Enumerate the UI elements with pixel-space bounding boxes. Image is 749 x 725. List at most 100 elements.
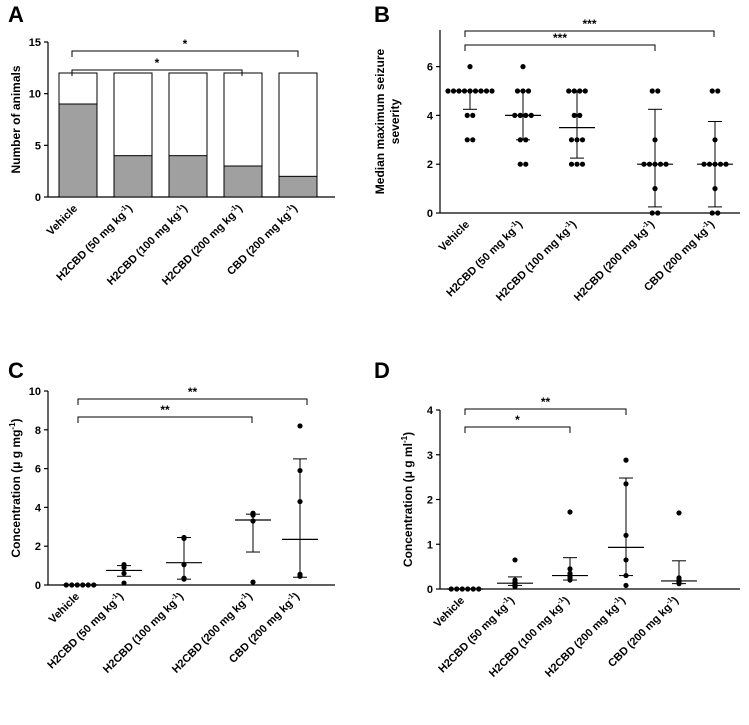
significance-bracket bbox=[464, 30, 715, 37]
significance-label: ** bbox=[541, 395, 551, 409]
y-axis-title-paren: ) bbox=[9, 418, 23, 422]
y-axis-title-prefix: Concentration ( bbox=[401, 478, 415, 567]
data-point bbox=[577, 112, 583, 118]
data-point bbox=[470, 112, 476, 118]
y-axis-title-unit: g mg bbox=[9, 430, 23, 462]
x-category-superscript: -1 bbox=[174, 204, 183, 213]
x-category-paren: ) bbox=[561, 594, 572, 605]
x-category-paren: ) bbox=[706, 218, 717, 229]
x-category-text: Vehicle bbox=[47, 591, 82, 626]
x-category-superscript: -1 bbox=[641, 220, 650, 229]
y-axis-title: Concentration (μ g mg-1) bbox=[8, 418, 23, 557]
y-tick-label: 3 bbox=[427, 450, 433, 462]
data-point bbox=[715, 210, 721, 216]
data-point bbox=[523, 161, 529, 167]
x-category-paren: ) bbox=[568, 218, 579, 229]
significance-label: *** bbox=[553, 31, 567, 45]
x-category-superscript: -1 bbox=[612, 596, 621, 605]
x-category-superscript: -1 bbox=[556, 596, 565, 605]
y-axis-title-line1: Median maximum seizure bbox=[373, 48, 387, 194]
y-axis-title-line2: severity bbox=[388, 98, 402, 144]
y-tick-label: 0 bbox=[35, 192, 41, 204]
x-category-superscript: -1 bbox=[229, 204, 238, 213]
y-tick-label: 6 bbox=[427, 62, 433, 74]
x-category-label: Vehicle bbox=[437, 219, 472, 254]
data-point bbox=[567, 509, 573, 515]
y-axis-title-prefix: Concentration ( bbox=[9, 469, 23, 558]
data-point bbox=[566, 88, 572, 94]
data-point bbox=[649, 88, 655, 94]
significance-label: ** bbox=[160, 403, 170, 417]
x-category-superscript: -1 bbox=[170, 592, 179, 601]
data-point bbox=[520, 64, 526, 70]
data-point bbox=[568, 161, 575, 167]
significance-bracket bbox=[77, 398, 308, 405]
y-tick-label: 1 bbox=[427, 539, 433, 551]
y-tick-label: 4 bbox=[35, 502, 42, 514]
y-tick-label: 0 bbox=[427, 584, 433, 596]
data-point bbox=[250, 579, 256, 585]
data-point bbox=[470, 137, 476, 143]
x-category-paren: ) bbox=[514, 218, 525, 229]
bar-value bbox=[223, 165, 263, 198]
data-point bbox=[517, 161, 523, 167]
panel-letter-a: A bbox=[8, 2, 24, 27]
y-tick-label: 5 bbox=[35, 140, 41, 152]
x-category-label: Vehicle bbox=[432, 595, 467, 630]
panel-letter-d: D bbox=[374, 358, 390, 383]
significance-label: * bbox=[515, 413, 520, 427]
x-category-text: CBD (200 mg kg bbox=[642, 226, 710, 294]
x-category-paren: ) bbox=[506, 594, 517, 605]
panel-letter-c: C bbox=[8, 358, 24, 383]
y-tick-label: 10 bbox=[29, 386, 41, 398]
bar-value bbox=[278, 175, 318, 198]
significance-bracket bbox=[464, 426, 571, 433]
x-category-paren: ) bbox=[175, 590, 186, 601]
x-category-paren: ) bbox=[115, 590, 126, 601]
y-axis-title-superscript: -1 bbox=[400, 435, 409, 443]
bar-value bbox=[113, 155, 153, 198]
x-category-paren: ) bbox=[234, 202, 245, 213]
data-point bbox=[582, 88, 588, 94]
data-point bbox=[467, 64, 473, 70]
x-category-superscript: -1 bbox=[665, 596, 674, 605]
x-category-paren: ) bbox=[244, 590, 255, 601]
y-axis-title-superscript: -1 bbox=[8, 422, 17, 430]
significance-bracket bbox=[464, 408, 627, 415]
data-point bbox=[574, 161, 580, 167]
significance-label: *** bbox=[582, 17, 596, 31]
data-point bbox=[676, 510, 682, 516]
x-category-paren: ) bbox=[291, 590, 302, 601]
data-point bbox=[649, 210, 655, 216]
x-category-paren: ) bbox=[617, 594, 628, 605]
data-point bbox=[655, 88, 661, 94]
y-axis-title-unit: g ml bbox=[401, 443, 415, 471]
significance-label: * bbox=[183, 37, 188, 51]
x-category-superscript: -1 bbox=[563, 220, 572, 229]
data-point bbox=[623, 457, 629, 463]
data-point bbox=[571, 112, 577, 118]
y-tick-label: 2 bbox=[427, 495, 433, 507]
x-category-superscript: -1 bbox=[501, 596, 510, 605]
y-axis-title-mu: μ bbox=[401, 471, 415, 478]
panel-letter-b: B bbox=[374, 2, 390, 27]
y-tick-label: 8 bbox=[35, 425, 41, 437]
data-point bbox=[464, 137, 470, 143]
x-category-text: Vehicle bbox=[432, 595, 467, 630]
x-category-superscript: -1 bbox=[701, 220, 710, 229]
y-tick-label: 2 bbox=[35, 541, 41, 553]
y-tick-label: 0 bbox=[427, 208, 433, 220]
data-point bbox=[655, 210, 661, 216]
y-tick-label: 2 bbox=[427, 159, 433, 171]
x-category-superscript: -1 bbox=[110, 592, 119, 601]
x-category-paren: ) bbox=[646, 218, 657, 229]
y-tick-label: 4 bbox=[427, 110, 434, 122]
y-tick-label: 15 bbox=[29, 37, 41, 49]
y-tick-label: 4 bbox=[427, 405, 434, 417]
x-category-label: H2CBD (200 mg kg-1) bbox=[571, 218, 657, 304]
y-tick-label: 6 bbox=[35, 464, 41, 476]
